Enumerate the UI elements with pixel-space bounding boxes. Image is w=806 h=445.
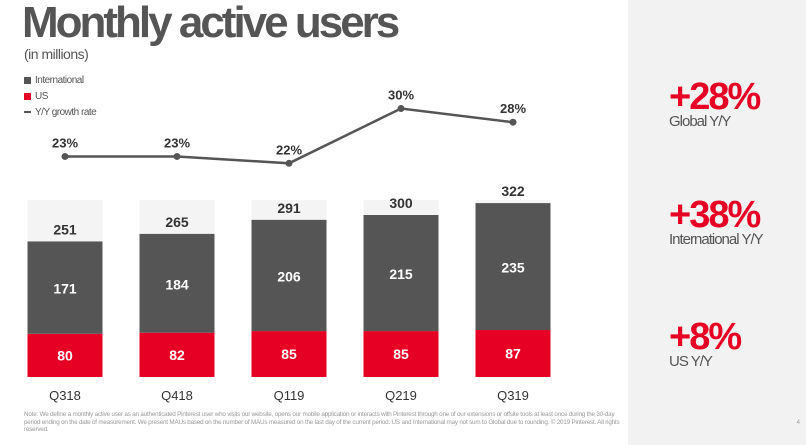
bar-us: [27, 333, 103, 377]
bar-us: [139, 332, 215, 377]
data-label-international: 215: [389, 266, 413, 282]
bar-international: [251, 219, 327, 332]
x-tick-label: Q318: [49, 388, 81, 403]
growth-rate-point: [509, 118, 517, 126]
stat-label: International Y/Y: [669, 231, 764, 248]
bar-us: [251, 331, 327, 377]
legend-label: International: [35, 74, 84, 86]
data-label-international: 171: [53, 281, 77, 297]
growth-rate-label: 23%: [52, 135, 78, 150]
legend-item-international: International: [24, 72, 96, 88]
legend-label: US: [35, 90, 48, 102]
x-tick-label: Q219: [385, 388, 417, 403]
data-label-us: 80: [57, 347, 73, 363]
legend-label: Y/Y growth rate: [35, 106, 97, 118]
x-tick-label: Q418: [161, 388, 193, 403]
bar-us: [363, 331, 439, 377]
legend: International US Y/Y growth rate: [24, 72, 97, 120]
stat-value: +28%: [669, 76, 761, 118]
stat-label: Global Y/Y: [669, 113, 731, 130]
data-label-total: 265: [165, 214, 189, 230]
stat-value: +8%: [669, 316, 742, 358]
legend-swatch-growth-rate: [24, 111, 31, 113]
legend-item-growth-rate: Y/Y growth rate: [24, 104, 97, 120]
data-label-total: 322: [501, 183, 525, 199]
data-label-us: 87: [505, 346, 521, 362]
stat-global: +28% Global Y/Y: [669, 76, 761, 130]
data-label-total: 251: [53, 221, 77, 237]
page-number: 4: [796, 420, 800, 426]
mau-chart: 80 171 251 Q318 82 184 265 Q418 85 206 291 Q119 85 21…: [27, 88, 551, 403]
data-label-international: 184: [165, 276, 189, 292]
bar-international: [27, 241, 103, 334]
data-label-international: 235: [501, 260, 525, 276]
stat-value: +38%: [669, 194, 761, 236]
growth-rate-label: 23%: [164, 135, 190, 150]
bar-international: [363, 215, 439, 332]
growth-rate-label: 30%: [388, 88, 414, 103]
data-label-us: 85: [281, 346, 297, 362]
data-label-total: 291: [277, 200, 301, 216]
data-label-total: 300: [389, 195, 413, 211]
legend-swatch-international: [24, 76, 31, 84]
growth-rate-label: 28%: [500, 101, 526, 116]
stat-label: US Y/Y: [669, 353, 713, 370]
page-title: Monthly active users: [22, 0, 400, 47]
data-label-us: 85: [393, 346, 409, 362]
stats-panel: +28% Global Y/Y +38% International Y/Y +…: [628, 0, 806, 445]
x-tick-label: Q319: [497, 388, 529, 403]
bar-international: [139, 233, 215, 333]
legend-item-us: US: [24, 88, 96, 104]
growth-rate-point: [173, 152, 181, 160]
data-label-international: 206: [277, 268, 301, 284]
growth-rate-label: 22%: [276, 142, 302, 157]
stat-us: +8% US Y/Y: [669, 316, 742, 370]
growth-rate-point: [397, 105, 405, 112]
bar-international: [475, 203, 551, 331]
stat-international: +38% International Y/Y: [669, 194, 764, 248]
growth-rate-point: [61, 152, 69, 160]
x-tick-label: Q119: [274, 388, 305, 403]
footnote: Note: We define a monthly active user as…: [24, 411, 620, 434]
bar-us: [475, 330, 551, 377]
growth-rate-point: [285, 159, 293, 167]
data-label-us: 82: [169, 347, 185, 363]
page-subtitle: (in millions): [24, 46, 89, 62]
legend-swatch-us: [24, 92, 31, 100]
